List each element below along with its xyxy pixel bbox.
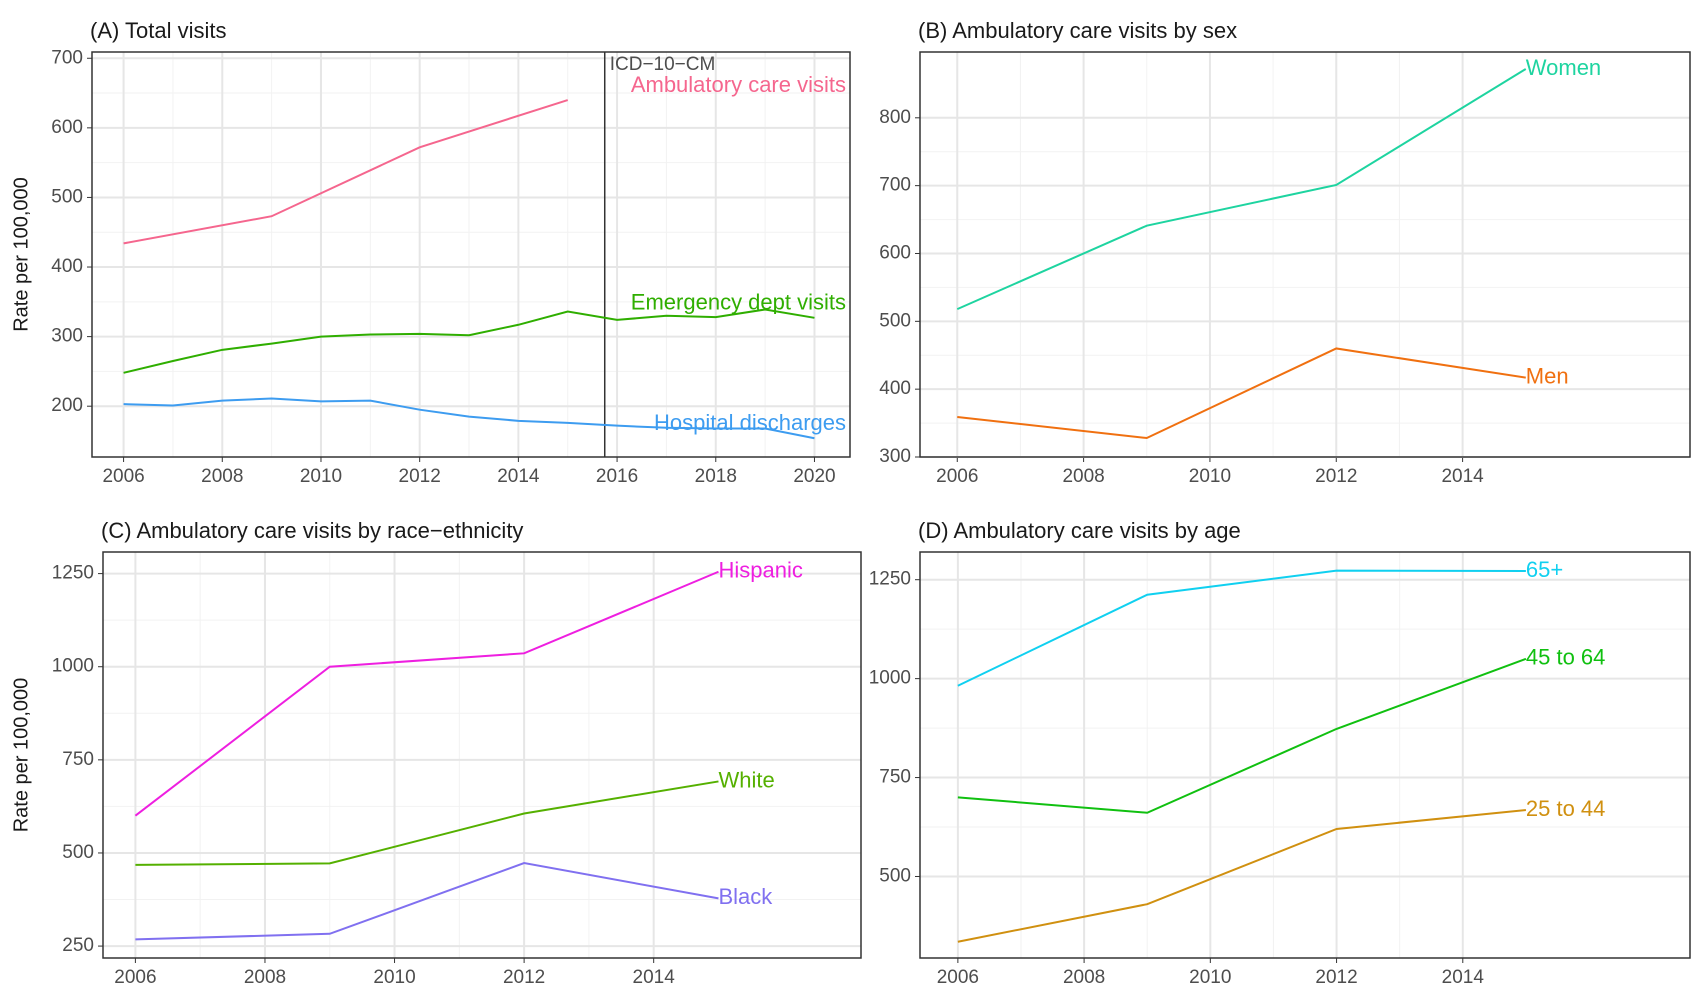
- x-tick-label: 2010: [373, 967, 415, 988]
- series-line: [135, 780, 719, 866]
- y-tick-label: 600: [879, 242, 911, 263]
- x-tick-label: 2012: [399, 466, 441, 487]
- series-label: Women: [1526, 55, 1601, 80]
- series-label: Hispanic: [718, 558, 802, 583]
- panel-background: [92, 52, 850, 457]
- series-label: 45 to 64: [1526, 645, 1606, 670]
- panel-title: (A) Total visits: [90, 18, 227, 43]
- x-tick-label: 2014: [497, 466, 540, 487]
- y-tick-label: 500: [51, 186, 83, 207]
- x-tick-label: 2014: [1441, 466, 1484, 487]
- x-tick-label: 2010: [1189, 967, 1231, 988]
- panel-border: [91, 51, 851, 458]
- x-tick-label: 2016: [596, 466, 638, 487]
- series-label: Black: [718, 884, 773, 909]
- y-tick-label: 600: [51, 117, 83, 138]
- x-tick-label: 2008: [244, 967, 286, 988]
- series-label: 65+: [1526, 557, 1563, 582]
- series-label: White: [718, 767, 774, 792]
- x-tick-label: 2020: [793, 466, 835, 487]
- series-line: [957, 657, 1527, 814]
- x-tick-label: 2006: [114, 967, 156, 988]
- y-axis-label: Rate per 100,000: [10, 177, 32, 332]
- series-line: [123, 397, 815, 440]
- series-label: Men: [1526, 363, 1569, 388]
- series-line: [957, 347, 1526, 440]
- series-line: [135, 861, 719, 941]
- panel-background: [920, 552, 1690, 958]
- series-label: Hospital discharges: [654, 410, 846, 435]
- x-tick-label: 2012: [1315, 466, 1357, 487]
- y-tick-label: 500: [879, 865, 911, 886]
- y-tick-label: 1000: [869, 668, 911, 689]
- x-tick-label: 2014: [1442, 967, 1485, 988]
- y-tick-label: 1250: [52, 563, 94, 584]
- panel-title: (D) Ambulatory care visits by age: [918, 518, 1241, 543]
- y-tick-label: 700: [51, 47, 83, 68]
- x-tick-label: 2006: [937, 967, 979, 988]
- x-tick-label: 2012: [503, 967, 545, 988]
- y-tick-label: 800: [879, 107, 911, 128]
- y-tick-label: 750: [62, 749, 94, 770]
- x-tick-label: 2006: [936, 466, 978, 487]
- y-tick-label: 400: [51, 256, 83, 277]
- y-tick-label: 300: [879, 446, 911, 467]
- panel-border: [919, 551, 1691, 959]
- series-line: [134, 570, 719, 817]
- panel-title: (C) Ambulatory care visits by race−ethni…: [101, 518, 523, 543]
- x-tick-label: 2008: [201, 466, 243, 487]
- series-line: [957, 569, 1526, 687]
- y-tick-label: 500: [879, 310, 911, 331]
- x-tick-label: 2010: [1189, 466, 1231, 487]
- panel-border: [102, 551, 862, 959]
- panel-border: [919, 51, 1691, 458]
- panel-background: [920, 52, 1690, 457]
- series-line: [957, 809, 1526, 943]
- y-tick-label: 500: [62, 842, 94, 863]
- annotation: ICD−10−CM: [610, 54, 716, 75]
- series-label: Emergency dept visits: [631, 290, 846, 315]
- series-label: 25 to 44: [1526, 796, 1606, 821]
- series-line: [123, 308, 815, 374]
- x-tick-label: 2006: [102, 466, 144, 487]
- panel-title: (B) Ambulatory care visits by sex: [918, 18, 1237, 43]
- x-tick-label: 2008: [1062, 466, 1104, 487]
- y-axis-label: Rate per 100,000: [10, 678, 32, 833]
- y-tick-label: 250: [62, 935, 94, 956]
- series-line: [956, 68, 1527, 311]
- x-tick-label: 2018: [695, 466, 737, 487]
- x-tick-label: 2008: [1063, 967, 1105, 988]
- y-tick-label: 400: [879, 378, 911, 399]
- y-tick-label: 1250: [869, 569, 911, 590]
- y-tick-label: 1000: [52, 656, 94, 677]
- y-tick-label: 750: [879, 767, 911, 788]
- y-tick-label: 700: [879, 175, 911, 196]
- y-tick-label: 200: [51, 395, 83, 416]
- x-tick-label: 2012: [1315, 967, 1357, 988]
- series-label: Ambulatory care visits: [631, 72, 846, 97]
- x-tick-label: 2010: [300, 466, 342, 487]
- series-line: [123, 99, 569, 245]
- x-tick-label: 2014: [633, 967, 676, 988]
- y-tick-label: 300: [51, 326, 83, 347]
